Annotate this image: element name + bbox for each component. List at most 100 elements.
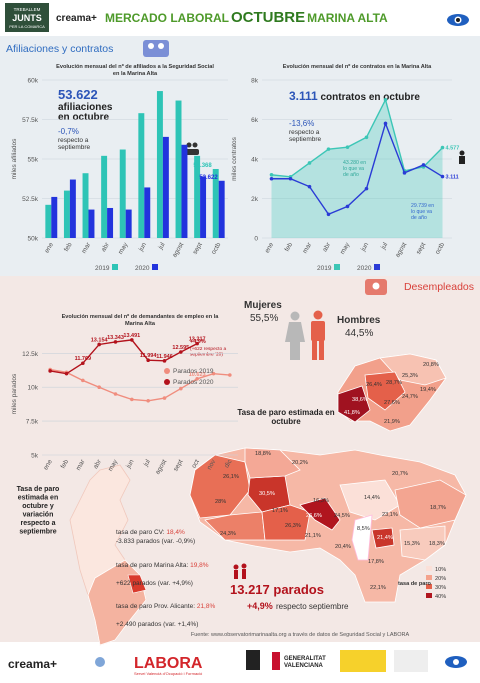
bar	[194, 155, 201, 238]
region-map	[69, 464, 147, 646]
section-title: Desempleados	[404, 281, 474, 293]
text-line: Evolución mensual del nº de contratos en…	[283, 64, 432, 70]
logo-text: PER LA COMARCA	[9, 24, 45, 29]
callout-text: contratos en octubre	[321, 92, 421, 103]
point	[269, 176, 274, 181]
footer-labora: LABORA	[134, 655, 203, 672]
x-tick-label: jul	[142, 458, 152, 468]
callout-text: afiliaciones en octubre	[58, 102, 113, 123]
x-tick-label: nov	[206, 458, 218, 471]
point	[179, 386, 183, 391]
bar	[63, 190, 70, 238]
rate-label: 24,7%	[402, 394, 418, 400]
women-label: Mujeres	[244, 300, 282, 311]
bar	[69, 179, 76, 238]
rate-label: 18,7%	[430, 505, 446, 511]
rate-label: 19,4%	[420, 387, 436, 393]
legend-label: 30%	[435, 585, 446, 591]
y-tick-label: 2k	[251, 196, 259, 203]
rate-label: 20,2%	[292, 460, 308, 466]
value-label: 54.368	[193, 163, 212, 169]
legend-label: 2020	[135, 265, 150, 272]
rate-label: 26,6%	[306, 513, 322, 519]
point	[81, 378, 85, 383]
point	[195, 341, 199, 346]
point	[326, 147, 331, 151]
point	[113, 392, 118, 396]
value-label: 10.623	[189, 372, 206, 378]
footer-brand: creama+	[8, 657, 57, 671]
value-label: 13.491	[123, 333, 140, 339]
y-axis-label: miles contratos	[231, 136, 238, 180]
x-tick-label: jul	[379, 241, 389, 251]
legend-title: tasa de paro	[398, 581, 432, 587]
rate-label: 41,8%	[344, 410, 360, 416]
point	[130, 397, 134, 402]
rate-label: 26,1%	[223, 474, 239, 480]
legend-swatch	[426, 584, 432, 589]
text-line: lo que va	[411, 209, 432, 215]
annotation: (+622 respecto a septiembre '20)	[190, 346, 226, 358]
regional-change: +2.490 parados (var. +1,4%)	[116, 621, 198, 628]
legend-swatch	[164, 368, 170, 374]
value-label: 3.111	[446, 175, 459, 181]
point	[162, 396, 167, 400]
people-icon	[143, 40, 169, 57]
bar	[107, 207, 114, 238]
eye-icon	[447, 14, 469, 26]
rate-label: 28,7%	[386, 380, 402, 386]
y-tick-label: 8k	[251, 78, 259, 85]
callout-note: respecto a septiembre	[289, 129, 322, 143]
callout-value: 3.111	[289, 89, 318, 103]
text-line: respecto a	[289, 129, 320, 136]
chart-title: Evolución mensual del nº de demandantes …	[62, 314, 220, 327]
regional-line: tasa de paro CV: 18,4%	[116, 529, 185, 536]
rate-label: 25,3%	[402, 373, 418, 379]
point	[228, 373, 232, 377]
text-line: VALENCIANA	[284, 663, 324, 669]
legend-swatch	[374, 264, 380, 270]
y-tick-label: 7.5k	[26, 419, 39, 426]
y-tick-label: 6k	[251, 117, 259, 124]
bar	[144, 187, 151, 238]
summary-change: +4,9%	[247, 601, 273, 611]
value-label: 53.622	[199, 175, 218, 181]
footer-gva: GENERALITAT VALENCIANA	[284, 656, 326, 669]
point	[383, 121, 388, 126]
regional-line: tasa de paro Prov. Alicante: 21,8%	[116, 603, 215, 610]
inset-map	[337, 353, 447, 432]
men-icon	[311, 310, 325, 360]
y-tick-label: 0	[254, 236, 258, 243]
section-title: Afiliaciones y contratos	[6, 43, 113, 55]
legend-label: 2020	[357, 265, 372, 272]
rate-label: 21,1%	[305, 533, 321, 539]
annotation: 29.739 en lo que va de año	[411, 203, 434, 221]
x-tick-label: jun	[125, 458, 136, 470]
text-line: septiembre '20)	[190, 352, 223, 358]
legend-swatch	[152, 264, 158, 270]
header-bg	[0, 0, 480, 36]
rate-label: 20,4%	[335, 544, 351, 550]
value-label: 4.577	[446, 146, 460, 152]
text-line: respecto a	[58, 137, 89, 144]
text-line: afiliaciones	[58, 102, 113, 113]
rate-label: 28%	[215, 499, 226, 505]
worker-icon	[459, 150, 465, 164]
rate-label: 15,3%	[404, 541, 420, 547]
y-tick-label: 52.5k	[22, 196, 39, 203]
line	[50, 339, 198, 375]
point	[364, 135, 369, 140]
x-tick-label: feb	[60, 458, 71, 470]
rate-label: 20,7%	[392, 471, 408, 477]
point	[97, 342, 101, 347]
logo-text: JUNTS	[12, 13, 42, 23]
x-tick-label: dic	[223, 458, 234, 469]
legend-swatch	[164, 379, 170, 385]
text-line: en octubre	[58, 112, 110, 123]
y-axis-label: miles afiliados	[11, 138, 18, 180]
text-line: respecto a	[20, 520, 55, 527]
point	[64, 371, 69, 376]
map-title: Tasa de paro estimada en octubre	[237, 408, 334, 426]
y-tick-label: 50k	[28, 236, 39, 243]
